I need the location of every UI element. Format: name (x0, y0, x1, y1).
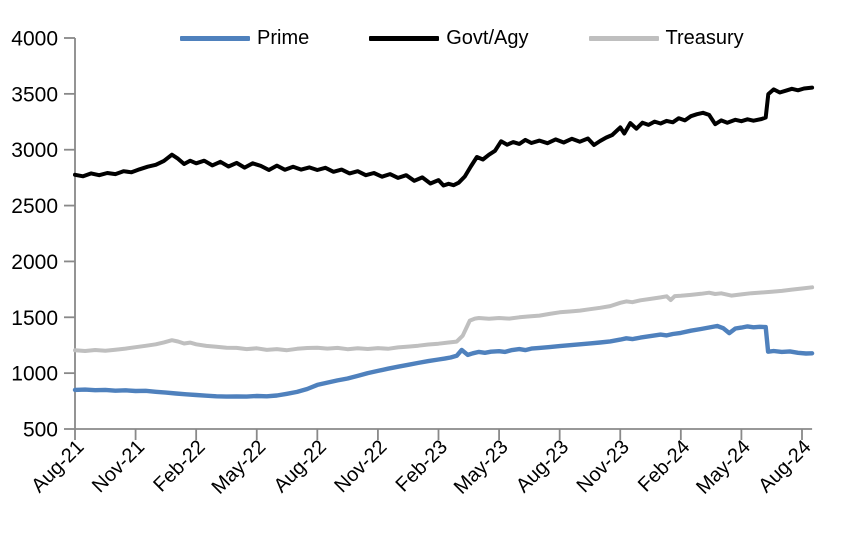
legend-label-prime: Prime (257, 26, 310, 49)
x-tick-label: Nov-22 (330, 436, 391, 497)
series-lines (72, 85, 815, 399)
legend-item-treasury: Treasury (588, 26, 744, 50)
axes (64, 37, 813, 440)
y-tick-label: 1000 (11, 363, 58, 386)
series-line-prime (72, 323, 815, 399)
y-tick-label: 1500 (11, 307, 58, 330)
x-tick-label: Feb-23 (392, 436, 452, 496)
y-tick-label: 4000 (11, 28, 58, 51)
x-tick-label: Nov-23 (573, 436, 634, 497)
x-tick-label: Aug-23 (512, 436, 573, 497)
x-tick-label: May-23 (450, 436, 513, 499)
x-tick-label: Aug-21 (27, 436, 88, 497)
y-tick-label: 500 (23, 419, 58, 442)
legend-label-treasury: Treasury (665, 26, 744, 49)
x-tick-label: Nov-21 (88, 436, 149, 497)
y-axis-labels: 500 1000 1500 2000 2500 3000 3500 4000 (11, 28, 58, 442)
series-line-treasury (73, 285, 815, 353)
x-tick-label: Aug-22 (270, 436, 331, 497)
legend-label-govt-agy: Govt/Agy (446, 26, 529, 49)
y-tick-label: 2000 (11, 251, 58, 274)
x-tick-label: May-22 (208, 436, 271, 499)
y-tick-label: 2500 (11, 195, 58, 218)
chart-legend: Prime Govt/Agy Treasury (180, 26, 744, 50)
axis-frame (74, 38, 813, 430)
prime-line-swatch (180, 35, 250, 41)
govt-agy-line-swatch (369, 35, 440, 41)
legend-item-prime: Prime (180, 27, 309, 50)
x-tick-label: May-24 (692, 436, 755, 499)
treasury-line-swatch (588, 35, 659, 41)
x-tick-label: Feb-22 (149, 436, 209, 496)
y-tick-label: 3500 (11, 83, 58, 106)
y-tick-label: 3000 (11, 139, 58, 162)
series-line-govt-agy (73, 85, 815, 188)
x-tick-label: Feb-24 (634, 436, 694, 496)
legend-item-govt-agy: Govt/Agy (369, 26, 529, 50)
x-tick-label: Aug-24 (754, 436, 815, 497)
